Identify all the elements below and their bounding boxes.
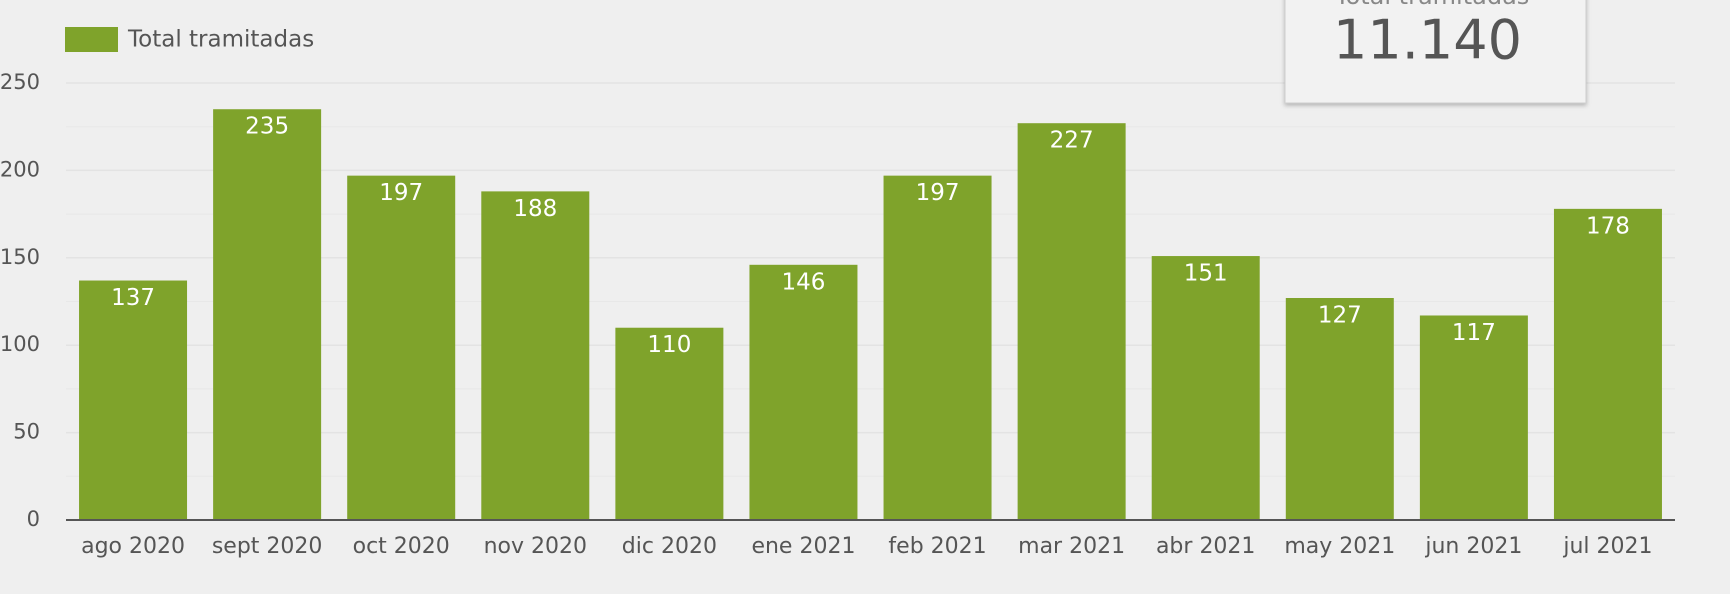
data-label: 127 [1318,303,1362,329]
x-tick-label: nov 2020 [484,534,587,559]
bar [883,175,992,521]
kpi-value: 11.140 [1333,9,1522,72]
y-tick-label: 50 [13,420,40,444]
data-label: 178 [1586,213,1630,239]
y-tick-label: 150 [0,245,40,269]
x-tick-label: jul 2021 [1562,534,1652,559]
bar [347,175,456,521]
x-tick-label: abr 2021 [1156,534,1255,559]
legend-label: Total tramitadas [127,27,314,53]
bar [1285,298,1394,520]
y-tick-label: 250 [0,70,40,94]
bar [1017,123,1126,520]
data-label: 110 [647,332,691,358]
bar [213,109,322,520]
data-label: 117 [1452,320,1496,346]
x-tick-label: jun 2021 [1424,534,1522,559]
data-label: 151 [1184,261,1228,287]
x-tick-label: may 2021 [1284,534,1395,559]
data-label: 188 [513,196,557,222]
y-tick-label: 200 [0,157,40,181]
bar [481,191,590,520]
bar [79,280,188,520]
data-label: 235 [245,114,289,140]
kpi-label: Total tramitadas [1334,0,1529,10]
x-tick-label: sept 2020 [212,534,323,559]
data-label: 197 [916,180,960,206]
data-label: 197 [379,180,423,206]
x-tick-label: dic 2020 [622,534,717,559]
x-tick-label: mar 2021 [1018,534,1125,559]
data-label: 146 [782,269,826,295]
data-label: 137 [111,285,155,311]
y-tick-label: 100 [0,332,40,356]
kpi-card: Total tramitadas 11.140 [1284,0,1587,104]
legend-swatch [65,27,118,52]
bar [615,327,724,520]
y-tick-label: 0 [27,507,40,531]
bar [749,264,858,520]
x-tick-label: ene 2021 [751,534,855,559]
x-tick-label: ago 2020 [81,534,185,559]
bar [1553,208,1662,520]
x-tick-label: oct 2020 [353,534,450,559]
bar [1419,315,1528,520]
kpi-box [1284,0,1587,104]
x-tick-label: feb 2021 [888,534,986,559]
bar [1151,256,1260,520]
data-label: 227 [1050,128,1094,154]
